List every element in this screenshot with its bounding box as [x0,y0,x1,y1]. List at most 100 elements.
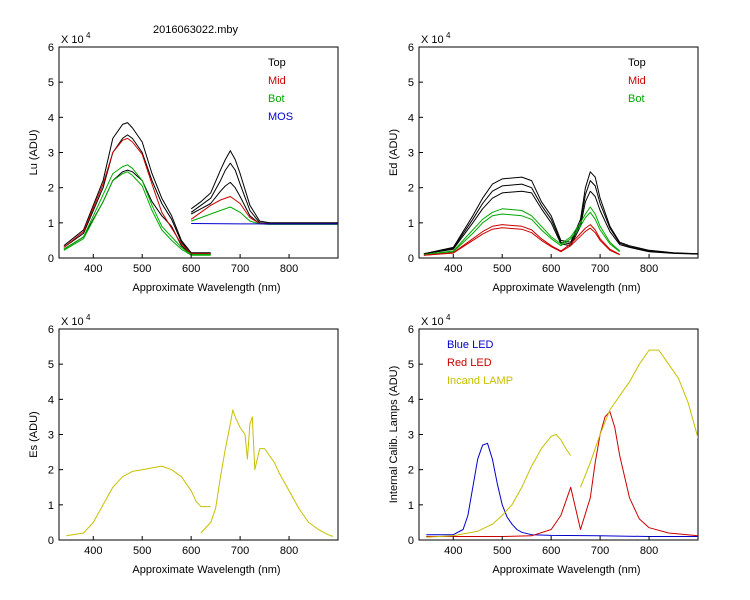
series-line-incand-lamp [426,434,572,538]
y-exponent-label: X 10 [61,34,84,46]
series-group [423,171,698,256]
y-tick-label: 5 [408,77,414,89]
plot-frame [58,46,339,259]
y-axis-label: Lu (ADU) [28,130,40,176]
y-tick-label: 0 [48,535,54,547]
y-exponent-label: X 10 [421,34,444,46]
legend-label-top: Top [268,57,286,69]
series-line-top-6 [190,181,338,225]
series-line-bot-1 [423,206,621,255]
x-tick-label: 500 [493,263,511,275]
chart-title: 2016063022.mby [153,24,239,36]
y-tick-label: 6 [408,324,414,336]
series-line-blue-led [426,442,698,537]
y-exponent-label: X 10 [61,316,84,328]
y-tick-label: 4 [48,394,54,406]
y-tick-label: 4 [408,394,414,406]
series-line-top-2 [63,134,211,255]
y-tick-label: 2 [408,183,414,195]
y-tick-label: 1 [408,218,414,230]
legend-label-incand-lamp: Incand LAMP [447,375,513,387]
y-tick-label: 5 [408,359,414,371]
y-tick-label: 2 [408,465,414,477]
x-tick-label: 400 [444,545,462,557]
y-tick-label: 3 [408,148,414,160]
y-tick-label: 0 [48,253,54,265]
x-tick-label: 700 [591,263,609,275]
series-line-mid-1 [63,137,211,255]
x-tick-label: 400 [84,545,102,557]
x-tick-label: 600 [182,263,200,275]
series-line-top-1 [423,171,698,255]
series-group [66,409,334,537]
plot-frame [418,46,699,259]
series-line-mid-1 [423,224,620,256]
y-tick-label: 2 [48,465,54,477]
x-tick-label: 800 [280,263,298,275]
y-tick-label: 4 [408,112,414,124]
x-tick-label: 800 [640,545,658,557]
series-line-bot-2 [423,211,621,255]
y-tick-label: 0 [408,253,414,265]
legend-label-mos: MOS [268,111,293,123]
y-tick-label: 1 [408,500,414,512]
x-tick-label: 700 [231,263,249,275]
y-exponent-power: 4 [446,31,451,40]
series-line-mid-2 [423,227,620,256]
x-tick-label: 400 [444,263,462,275]
legend-label-top: Top [628,57,646,69]
series-line-top-3 [63,169,211,255]
series-line-incand-lamp-2 [580,349,698,488]
y-tick-label: 6 [48,42,54,54]
x-tick-label: 800 [280,545,298,557]
x-axis-label: Approximate Wavelength (nm) [492,564,640,576]
y-axis-label: Internal Calib. Lamps (ADU) [388,366,400,504]
x-tick-label: 500 [133,263,151,275]
series-group [426,349,698,538]
series-line-bot-2 [63,171,211,256]
series-line-es-2 [200,409,334,537]
y-tick-label: 5 [48,359,54,371]
y-tick-label: 1 [48,500,54,512]
y-axis-label: Es (ADU) [28,411,40,457]
y-axis-label: Ed (ADU) [388,129,400,176]
y-tick-label: 1 [48,218,54,230]
y-tick-label: 3 [408,430,414,442]
series-line-red-led [426,411,698,537]
x-axis-label: Approximate Wavelength (nm) [132,564,280,576]
legend-label-bot: Bot [268,93,285,105]
x-axis-label: Approximate Wavelength (nm) [492,282,640,294]
y-tick-label: 4 [48,112,54,124]
y-exponent-power: 4 [86,313,91,322]
x-tick-label: 700 [231,545,249,557]
legend-label-blue-led: Blue LED [447,339,494,351]
y-tick-label: 5 [48,77,54,89]
x-tick-label: 800 [640,263,658,275]
x-tick-label: 700 [591,545,609,557]
x-tick-label: 500 [493,545,511,557]
series-line-top-1 [63,122,211,254]
x-tick-label: 600 [182,545,200,557]
legend-label-red-led: Red LED [447,357,492,369]
y-exponent-label: X 10 [421,316,444,328]
series-line-bot-1 [63,164,211,255]
series-group [63,122,338,256]
series-line-top-4 [190,150,338,224]
y-tick-label: 3 [48,430,54,442]
legend-label-mid: Mid [628,75,646,87]
y-tick-label: 6 [408,42,414,54]
series-line-es [66,465,211,537]
y-tick-label: 2 [48,183,54,195]
x-tick-label: 400 [84,263,102,275]
y-tick-label: 3 [48,148,54,160]
x-tick-label: 500 [133,545,151,557]
y-tick-label: 6 [48,324,54,336]
x-tick-label: 600 [542,545,560,557]
legend-label-mid: Mid [268,75,286,87]
y-exponent-power: 4 [446,313,451,322]
